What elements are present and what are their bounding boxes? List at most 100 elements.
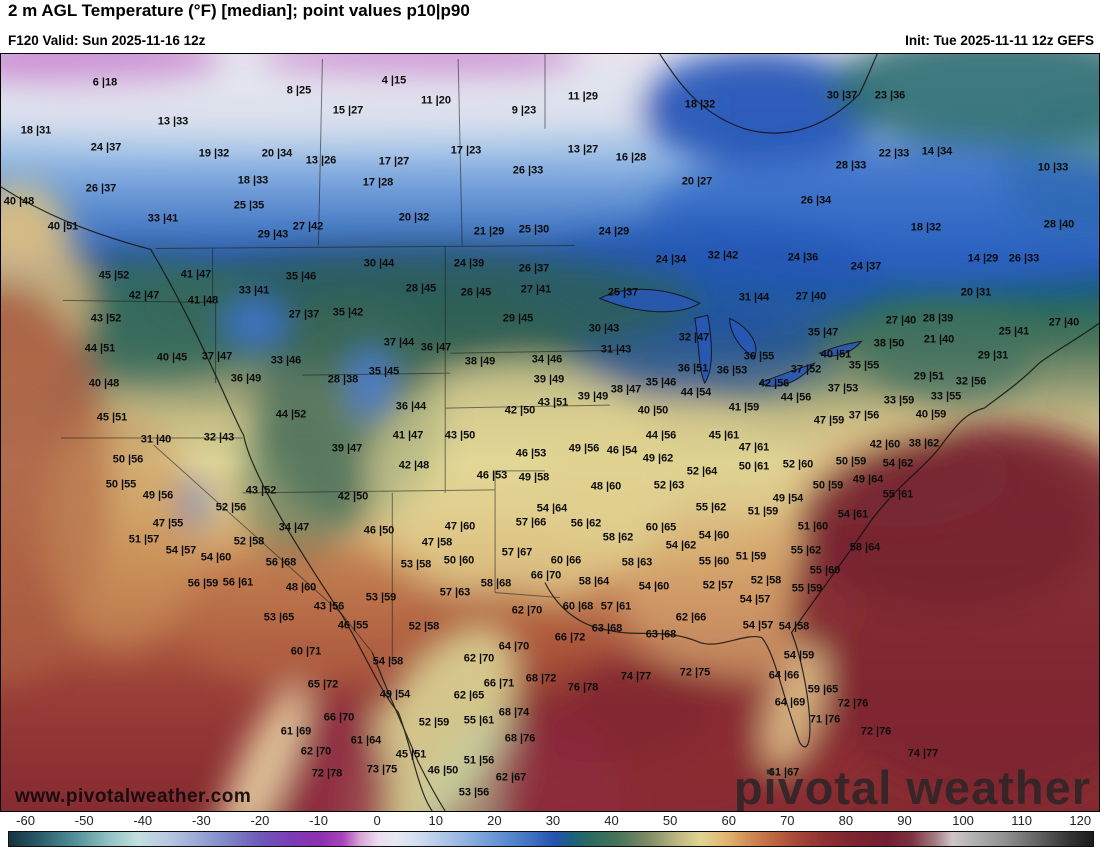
point-value: 52 |57: [702, 579, 734, 592]
valid-time-label: F120 Valid: Sun 2025-11-16 12z: [8, 33, 206, 48]
point-value: 36 |51: [677, 362, 709, 375]
init-time-label: Init: Tue 2025-11-11 12z GEFS: [905, 33, 1094, 48]
point-value: 54 |60: [200, 551, 232, 564]
point-value: 62 |67: [495, 771, 527, 784]
point-value: 43 |52: [245, 484, 277, 497]
point-value: 6 |18: [92, 76, 118, 89]
point-value: 27 |42: [292, 220, 324, 233]
point-value: 46 |50: [363, 524, 395, 537]
colorbar-tick: 20: [487, 813, 502, 828]
temperature-map: 6 |18 8 |25 4 |15 11 |20 15 |27 9 |23 11 |29 18…: [0, 53, 1100, 812]
point-value: 46 |50: [427, 764, 459, 777]
point-value: 13 |33: [157, 115, 189, 128]
point-value: 9 |23: [511, 104, 537, 117]
colorbar-tick: 30: [545, 813, 561, 828]
point-value: 54 |62: [882, 457, 914, 470]
point-value: 60 |71: [290, 645, 322, 658]
colorbar-tick: 100: [952, 813, 974, 828]
point-value: 47 |59: [813, 414, 845, 427]
point-value: 62 |65: [453, 689, 485, 702]
colorbar-tick: 90: [897, 813, 912, 828]
point-value: 57 |61: [600, 600, 632, 613]
point-value: 49 |58: [518, 471, 550, 484]
point-value: 24 |29: [598, 225, 630, 238]
colorbar-tick: 110: [1011, 813, 1033, 828]
point-value: 44 |54: [680, 386, 712, 399]
point-value: 35 |55: [848, 359, 880, 372]
point-value: 18 |31: [20, 124, 52, 137]
point-value: 48 |60: [590, 480, 622, 493]
point-value: 52 |64: [686, 465, 718, 478]
point-value: 65 |72: [307, 678, 339, 691]
point-value: 55 |59: [791, 582, 823, 595]
point-value: 27 |41: [520, 283, 552, 296]
point-value: 4 |15: [381, 74, 407, 87]
point-value: 52 |58: [408, 620, 440, 633]
point-value: 36 |53: [716, 364, 748, 377]
point-value: 51 |59: [747, 505, 779, 518]
point-value: 53 |59: [365, 591, 397, 604]
map-color-field: [1, 54, 1099, 811]
point-value: 57 |63: [439, 586, 471, 599]
point-value: 26 |33: [1008, 252, 1040, 265]
point-value: 55 |61: [463, 714, 495, 727]
point-value: 38 |47: [610, 383, 642, 396]
point-value: 40 |51: [47, 220, 79, 233]
point-value: 40 |45: [156, 351, 188, 364]
point-value: 60 |66: [550, 554, 582, 567]
colorbar-tick: -40: [133, 813, 153, 828]
point-value: 28 |38: [327, 373, 359, 386]
point-value: 66 |70: [530, 569, 562, 582]
point-value: 61 |67: [768, 766, 800, 779]
point-value: 26 |45: [460, 286, 492, 299]
point-value: 56 |59: [187, 577, 219, 590]
point-value: 43 |56: [313, 600, 345, 613]
point-value: 31 |43: [600, 343, 632, 356]
point-value: 72 |75: [679, 666, 711, 679]
point-value: 63 |68: [591, 622, 623, 635]
point-value: 24 |34: [655, 253, 687, 266]
point-value: 46 |53: [476, 469, 508, 482]
point-value: 41 |59: [728, 401, 760, 414]
point-value: 58 |64: [578, 575, 610, 588]
point-value: 40 |59: [915, 408, 947, 421]
point-value: 68 |74: [498, 706, 530, 719]
point-value: 15 |27: [332, 104, 364, 117]
point-value: 18 |33: [237, 174, 269, 187]
header: 2 m AGL Temperature (°F) [median]; point…: [0, 0, 1100, 53]
point-value: 76 |78: [567, 681, 599, 694]
watermark-site-url: www.pivotalweather.com: [15, 786, 252, 807]
colorbar-tick: -60: [16, 813, 35, 828]
point-value: 20 |31: [960, 286, 992, 299]
point-value: 18 |32: [910, 221, 942, 234]
point-value: 62 |70: [511, 604, 543, 617]
great-lakes: [598, 288, 863, 387]
point-value: 20 |32: [398, 211, 430, 224]
point-value: 21 |40: [923, 333, 955, 346]
point-value: 52 |63: [653, 479, 685, 492]
point-value: 61 |64: [350, 734, 382, 747]
point-value: 28 |33: [835, 159, 867, 172]
point-value: 47 |61: [738, 441, 770, 454]
point-value: 24 |37: [90, 141, 122, 154]
point-value: 46 |54: [606, 444, 638, 457]
point-value: 55 |62: [790, 544, 822, 557]
colorbar-tick: 50: [662, 813, 678, 828]
point-value: 32 |47: [678, 331, 710, 344]
point-value: 46 |55: [337, 619, 369, 632]
point-value: 68 |76: [504, 732, 536, 745]
point-value: 41 |47: [180, 268, 212, 281]
point-value: 41 |48: [187, 294, 219, 307]
point-value: 30 |44: [363, 257, 395, 270]
point-value: 48 |60: [285, 581, 317, 594]
point-value: 60 |68: [562, 600, 594, 613]
point-value: 52 |56: [215, 501, 247, 514]
point-value: 32 |42: [707, 249, 739, 262]
point-value: 50 |61: [738, 460, 770, 473]
point-value: 42 |56: [758, 377, 790, 390]
point-value: 61 |69: [280, 725, 312, 738]
point-value: 56 |61: [222, 576, 254, 589]
point-value: 58 |64: [849, 541, 881, 554]
point-value: 57 |66: [515, 516, 547, 529]
point-value: 74 |77: [907, 747, 939, 760]
